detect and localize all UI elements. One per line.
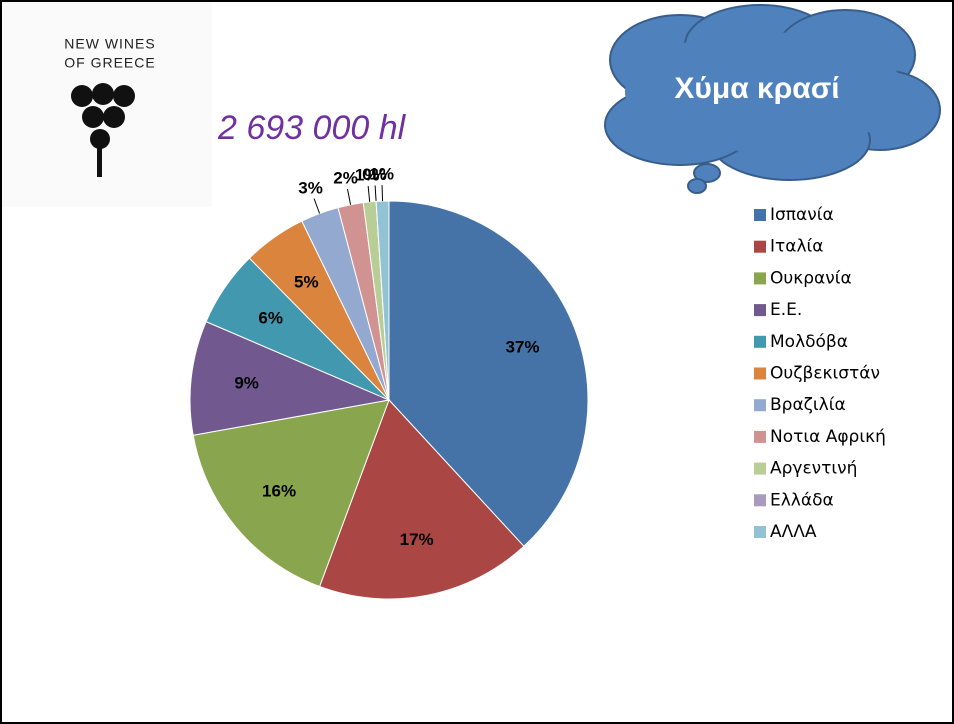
logo-text: NEW WINES	[64, 36, 155, 52]
legend-label: Μολδόβα	[770, 332, 848, 352]
logo-bg	[2, 2, 212, 207]
legend-swatch	[754, 399, 766, 412]
legend-swatch	[754, 272, 766, 285]
legend-label: ΑΛΛΑ	[770, 522, 817, 542]
legend-label: Ελλάδα	[770, 490, 834, 510]
data-label: 1%	[355, 166, 380, 185]
leader-line	[313, 198, 321, 214]
legend-swatch	[754, 430, 766, 443]
legend-swatch	[754, 462, 766, 475]
data-label: 5%	[294, 272, 319, 291]
leader-line	[346, 188, 352, 205]
legend-swatch	[754, 526, 766, 538]
legend-label: Ιταλία	[770, 237, 823, 257]
data-label: 6%	[258, 309, 283, 328]
logo-grapes	[71, 83, 135, 177]
legend-label: Ισπανία	[770, 205, 834, 225]
leader-line	[381, 185, 384, 202]
legend-label: Νοτια Αφρική	[770, 427, 886, 447]
logo-text: OF GREECE	[64, 55, 155, 71]
leader-line	[367, 185, 371, 202]
subtitle: 2 693 000 hl	[217, 109, 407, 147]
data-label: 17%	[400, 530, 434, 549]
data-label: 37%	[505, 337, 539, 356]
chart-title: Χύμα κρασί	[674, 72, 839, 105]
legend-swatch	[754, 209, 766, 221]
legend-swatch	[754, 304, 766, 317]
data-label: 0%	[362, 165, 387, 184]
pie-slice	[189, 320, 391, 436]
legend-swatch	[754, 367, 766, 380]
legend-swatch	[754, 335, 766, 348]
legend-label: Αργεντινή	[770, 459, 857, 479]
data-label: 1%	[369, 165, 394, 184]
legend-label: Βραζιλία	[770, 395, 846, 415]
data-label: 16%	[262, 481, 296, 500]
pie-slice	[388, 200, 589, 548]
leader-line	[374, 185, 377, 202]
logo: NEW WINES OF GREECE	[2, 2, 212, 207]
legend-label: Ε.Ε.	[770, 300, 802, 320]
data-label: 3%	[298, 179, 323, 198]
legend-swatch	[754, 494, 766, 507]
data-label: 2%	[333, 169, 358, 188]
legend-swatch	[754, 240, 766, 253]
legend-label: Ουζβεκιστάν	[770, 364, 880, 384]
legend-label: Ουκρανία	[770, 268, 852, 288]
cloud	[604, 4, 941, 194]
data-label: 9%	[234, 373, 259, 392]
pie-slice	[192, 399, 390, 588]
